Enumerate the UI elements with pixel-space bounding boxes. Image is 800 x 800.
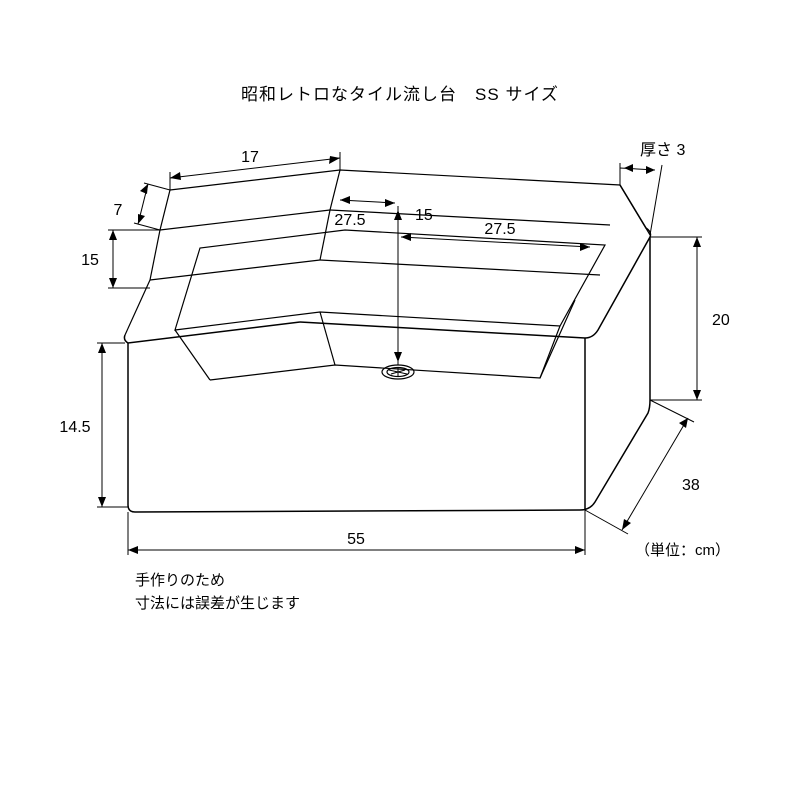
svg-text:27.5: 27.5: [334, 212, 365, 229]
dim-thickness: 厚さ 3: [620, 141, 685, 235]
note-line2: 寸法には誤差が生じます: [135, 595, 300, 612]
dim-inner-depth: 15: [415, 207, 433, 224]
svg-text:15: 15: [415, 207, 433, 224]
dim-inner-width-right: 27.5: [401, 221, 590, 251]
dim-front-width: 55: [128, 510, 585, 555]
dim-back-side-height: 15: [81, 230, 160, 288]
svg-text:14.5: 14.5: [59, 419, 90, 436]
dim-right-depth: 38: [585, 400, 700, 534]
svg-text:15: 15: [81, 252, 99, 269]
dim-back-top-width: 17: [170, 149, 340, 190]
dim-front-height: 14.5: [59, 343, 128, 507]
svg-text:38: 38: [682, 477, 700, 494]
sink-diagram: 昭和レトロなタイル流し台 SS サイズ: [0, 0, 800, 800]
svg-text:27.5: 27.5: [484, 221, 515, 238]
unit-note: （単位：cm）: [635, 542, 730, 559]
svg-text:55: 55: [347, 531, 365, 548]
drain-icon: [382, 365, 414, 379]
svg-text:20: 20: [712, 312, 730, 329]
dim-right-height: 20: [650, 237, 730, 400]
diagram-title: 昭和レトロなタイル流し台 SS サイズ: [241, 85, 559, 104]
note-line1: 手作りのため: [135, 572, 225, 589]
svg-text:17: 17: [241, 149, 259, 166]
svg-text:厚さ 3: 厚さ 3: [640, 141, 685, 159]
svg-text:7: 7: [114, 202, 123, 219]
